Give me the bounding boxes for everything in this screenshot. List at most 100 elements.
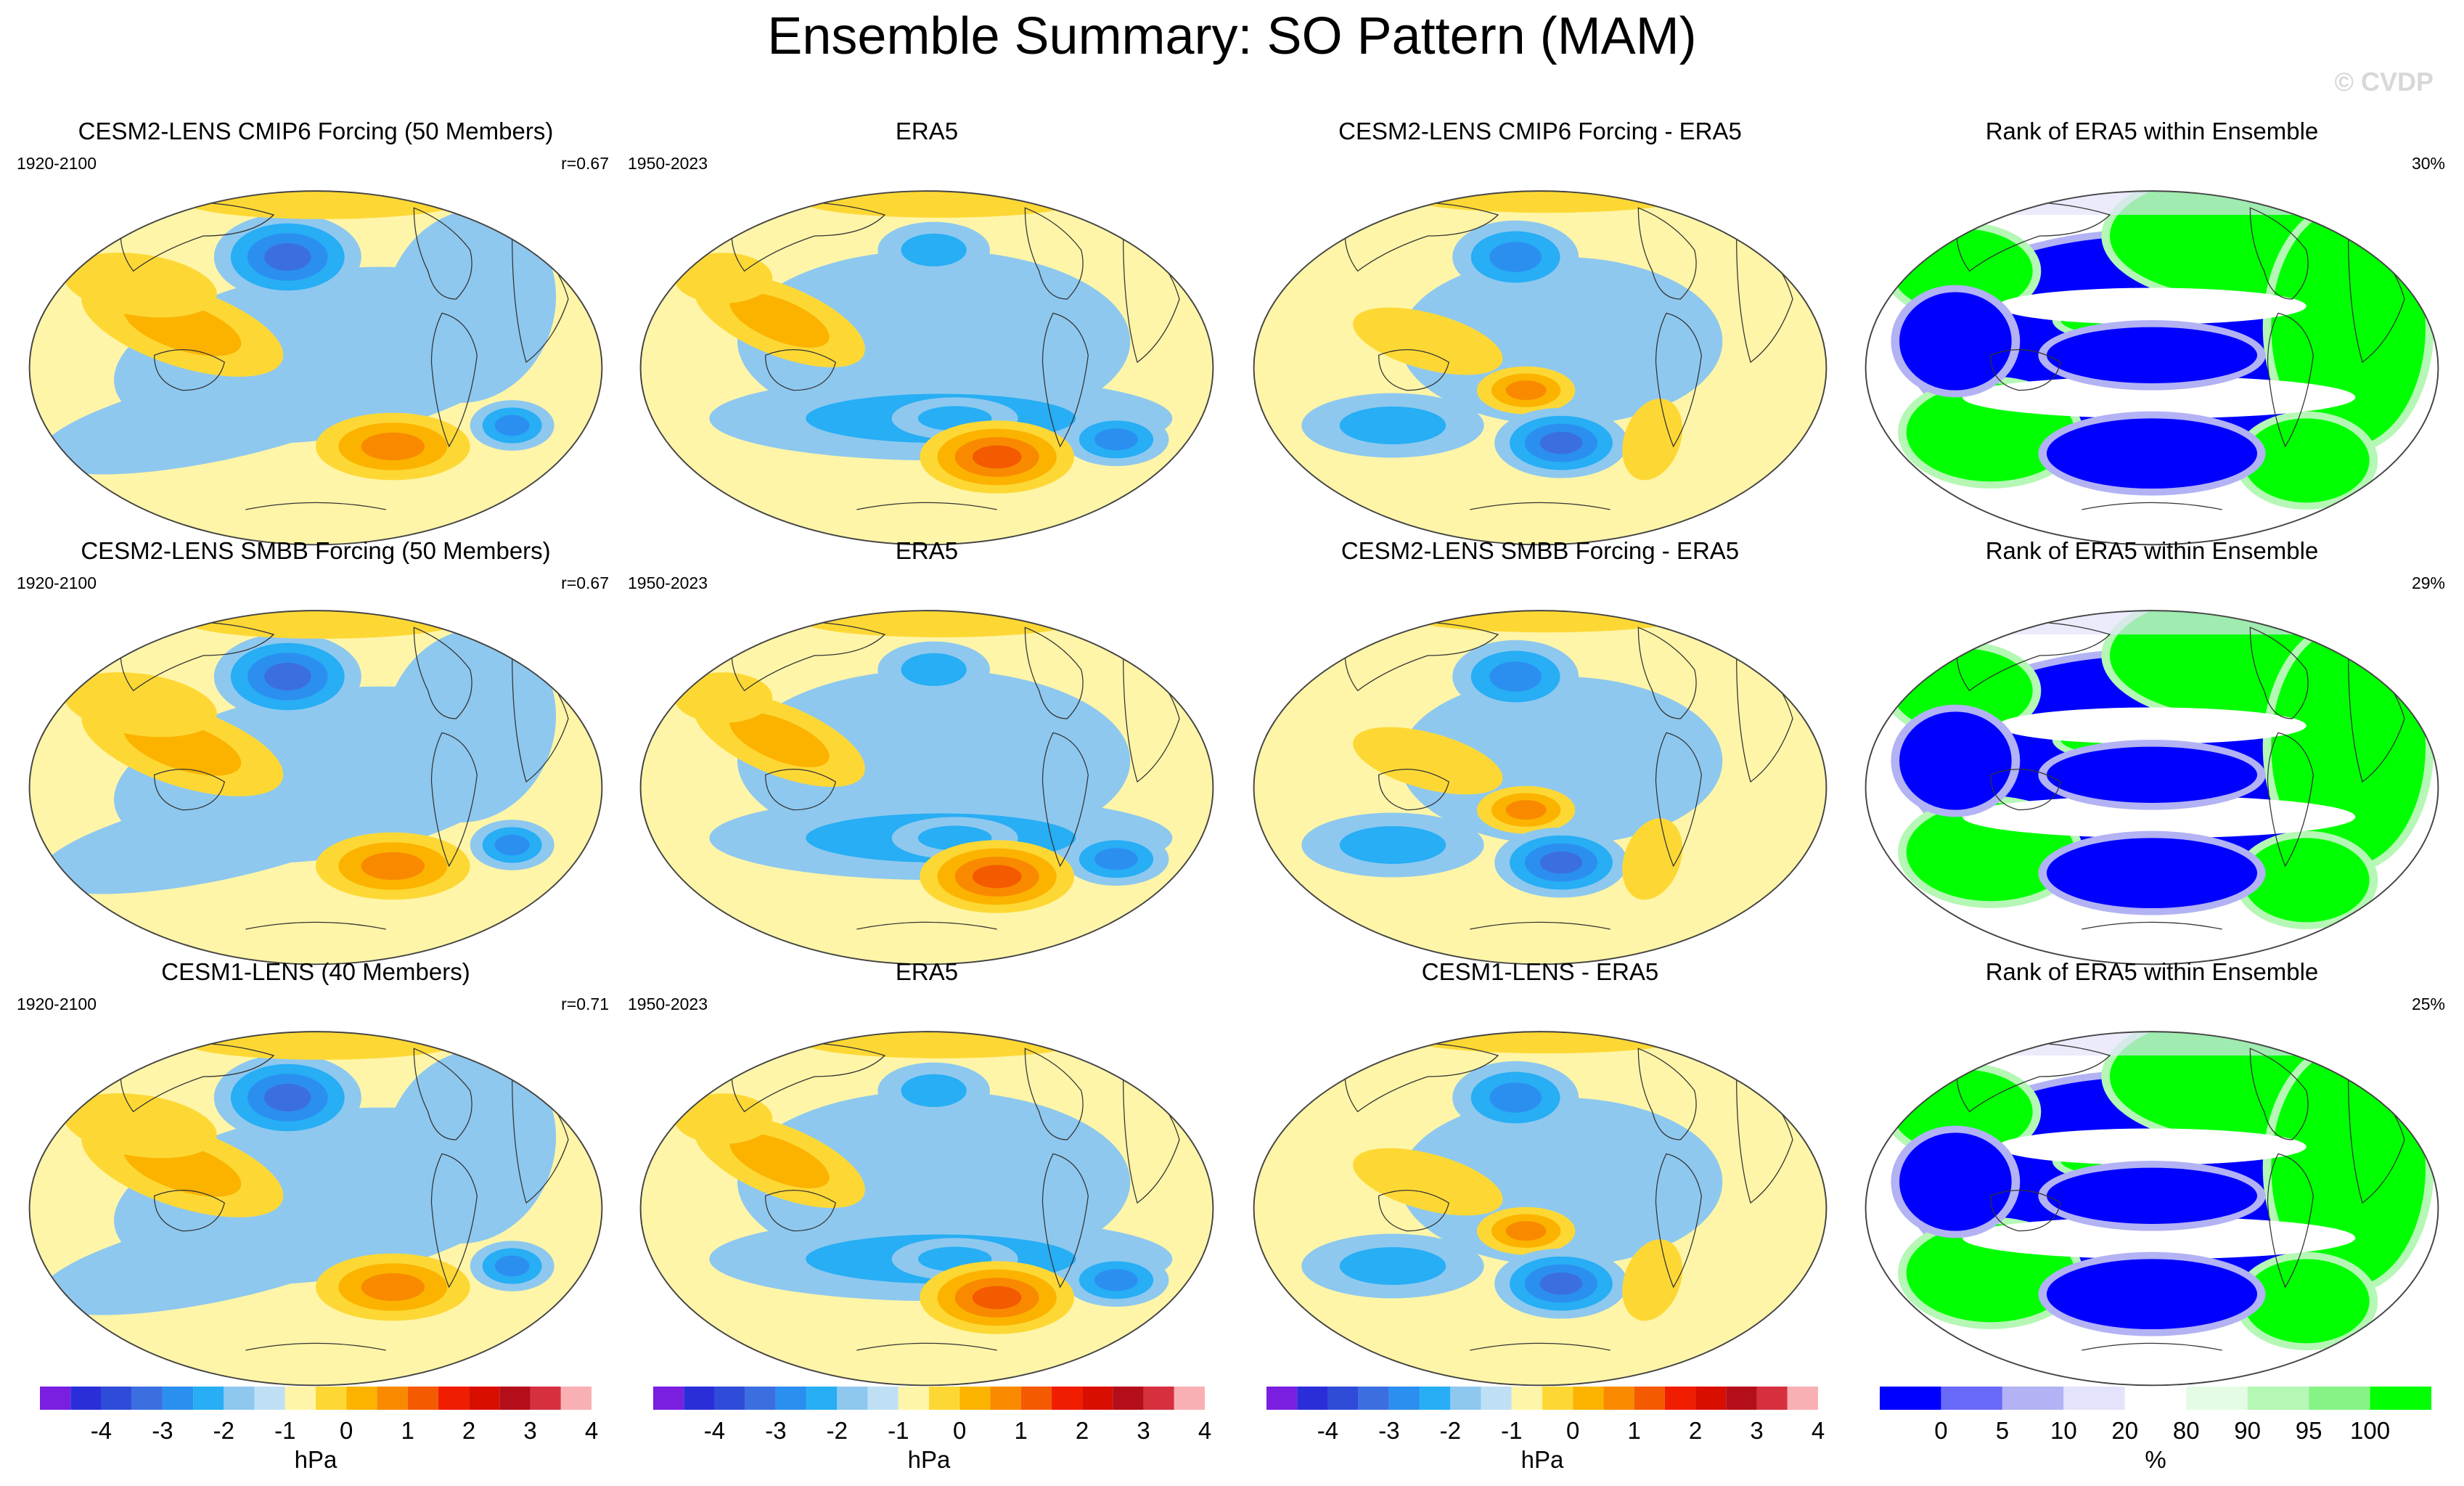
colorbar-swatch: [560, 1387, 592, 1410]
colorbar-tick-label: -3: [765, 1417, 787, 1444]
diff-low-level-3: [1539, 851, 1583, 874]
map-field: [1253, 191, 1827, 545]
coastline-3: [1990, 1190, 2062, 1232]
colorbar-swatch: [2247, 1387, 2309, 1410]
coastline-1: [1655, 312, 1702, 448]
colorbar-tick-label: -1: [888, 1417, 909, 1444]
colorbar-swatch: [530, 1387, 561, 1410]
colorbar-tick-label: 4: [1811, 1417, 1825, 1444]
colorbar-tick-label: -2: [1439, 1417, 1461, 1444]
colorbar-swatch: [2309, 1387, 2370, 1410]
pattern-correlation: r=0.67: [561, 154, 609, 173]
coastline-3: [765, 769, 837, 811]
pattern-correlation: r=0.67: [561, 573, 609, 592]
colorbar-swatch: [131, 1387, 163, 1410]
colorbar-swatch: [1388, 1387, 1420, 1410]
blue-atlantic-level-0: [384, 209, 557, 403]
map-field: [1865, 1032, 2439, 1386]
coastline-1: [1041, 1153, 1089, 1289]
colorbar-swatch: [2002, 1387, 2064, 1410]
diff-high-level-2: [1505, 380, 1547, 401]
coastline-5: [856, 1342, 997, 1351]
panel-period: 1920-2100: [17, 995, 97, 1013]
southeast-pacific-low-level-2: [494, 1255, 530, 1277]
panel-period: 1950-2023: [628, 154, 708, 173]
map-border: [1865, 190, 2439, 546]
rank-blue-north-west: [1899, 292, 2012, 391]
map-field: [29, 1032, 602, 1386]
coastline-0: [413, 207, 472, 300]
coastline-5: [856, 921, 997, 930]
map-field: [1865, 191, 2439, 545]
coastline-3: [1990, 769, 2062, 811]
colorbar-swatch: [2124, 1387, 2187, 1410]
colorbar-swatch: [1174, 1387, 1205, 1410]
map-panel: ERA5 1950-2023: [622, 957, 1232, 1387]
rank-blue-southern: [2047, 418, 2257, 489]
diff-low-level-3: [1539, 1272, 1583, 1295]
colorbar-swatch: [745, 1387, 776, 1410]
indian-ocean-high-level-0: [674, 1093, 773, 1144]
map-border: [639, 610, 1214, 966]
panel-period: 1920-2100: [17, 573, 97, 592]
diff-high-level-2: [1505, 800, 1547, 820]
panel-title: CESM2-LENS SMBB Forcing - ERA5: [1341, 537, 1740, 564]
colorbar-tick-label: 3: [1137, 1417, 1150, 1444]
colorbar-tick-label: 1: [401, 1417, 414, 1444]
colorbar-swatch: [2370, 1387, 2431, 1410]
colorbar-tick-label: 3: [523, 1417, 537, 1444]
figure-title: Ensemble Summary: SO Pattern (MAM): [767, 7, 1697, 65]
blue-south-west-level-1: [1339, 826, 1446, 864]
panel-title: CESM1-LENS (40 Members): [161, 958, 470, 985]
map-field: [1253, 611, 1827, 965]
colorbar-swatch: [499, 1387, 531, 1410]
colorbar-swatch: [1358, 1387, 1389, 1410]
map-panel: Rank of ERA5 within Ensemble 30%: [1847, 116, 2457, 546]
coastline-0: [413, 626, 472, 719]
hpa-colorbar: -4 -3 -2 -1 0 1 2 3 4 hPa: [1266, 1384, 1825, 1478]
colorbar-tick-label: 100: [2350, 1417, 2391, 1444]
coastlines: [731, 201, 1180, 510]
rank-percent: 30%: [2411, 154, 2445, 173]
panel-title: Rank of ERA5 within Ensemble: [1985, 537, 2319, 564]
colorbar-tick-label: 4: [584, 1417, 599, 1444]
map-panel: CESM1-LENS - ERA5: [1235, 957, 1845, 1387]
map-panel: ERA5 1950-2023: [622, 536, 1232, 966]
coastline-0: [1024, 1048, 1084, 1140]
colorbar-tick-label: 2: [462, 1417, 476, 1444]
colorbar-tick-label: -1: [274, 1417, 296, 1444]
west-pacific-high-level-1: [729, 712, 830, 767]
watermark-text: © CVDP: [2334, 67, 2434, 97]
panel-title: ERA5: [895, 118, 959, 144]
colorbar-tick-label: -4: [1317, 1417, 1339, 1444]
coastline-0: [413, 1048, 472, 1140]
colorbar-tick-label: 0: [1934, 1417, 1948, 1444]
coastline-3: [1990, 349, 2062, 391]
coastline-3: [154, 349, 226, 391]
arctic-high-level-0: [1407, 611, 1687, 633]
coastline-5: [2082, 1342, 2222, 1351]
colorbar-swatch: [837, 1387, 868, 1410]
blue-band-south-level-0: [38, 1203, 396, 1315]
blue-south-west-level-1: [1339, 407, 1446, 444]
panel-title: ERA5: [895, 958, 959, 985]
panel-title: CESM2-LENS CMIP6 Forcing (50 Members): [78, 118, 554, 144]
map-field: [29, 611, 602, 965]
colorbar-swatch: [224, 1387, 255, 1410]
coastline-5: [245, 502, 386, 510]
colorbar-unit-label: hPa: [907, 1446, 951, 1473]
rank-white-band-tropic: [1997, 707, 2307, 744]
map-rank: [1865, 610, 2439, 966]
coastline-0: [1637, 1048, 1697, 1140]
colorbar-swatch: [40, 1387, 71, 1410]
rank-white-band-south: [1962, 376, 2356, 419]
panel-title: Rank of ERA5 within Ensemble: [1985, 958, 2319, 985]
map-panel: CESM2-LENS CMIP6 Forcing (50 Members) 192…: [11, 116, 621, 546]
arctic-high-level-0: [801, 1032, 1081, 1058]
colorbar-swatch: [1941, 1387, 2002, 1410]
colorbar-swatch: [377, 1387, 408, 1410]
south-low-east-level-2: [1094, 848, 1138, 870]
panel-title: CESM1-LENS - ERA5: [1421, 958, 1659, 985]
rank-blue-southern: [2047, 1259, 2257, 1329]
map-model: [28, 610, 603, 966]
